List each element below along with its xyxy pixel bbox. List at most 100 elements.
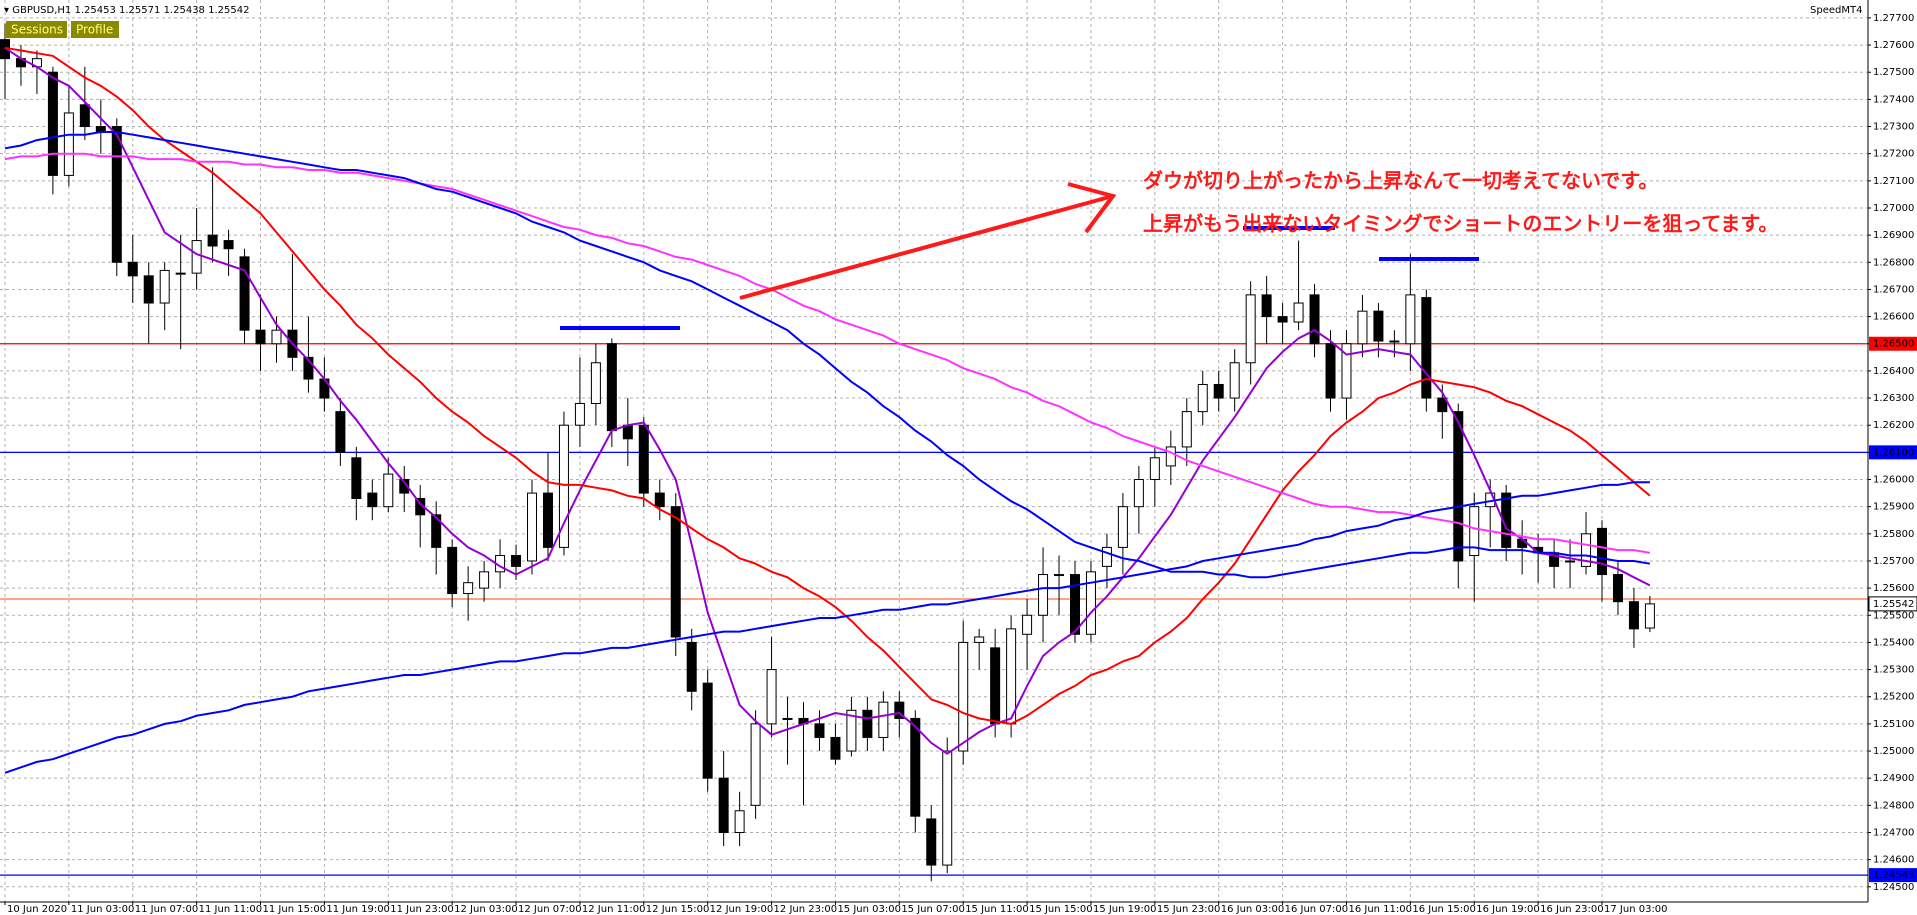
x-tick-label: 11 Jun 11:00 — [199, 904, 263, 915]
candle-body — [1341, 343, 1352, 399]
x-tick-label: 15 Jun 03:00 — [837, 904, 901, 915]
indicator-line — [4, 131, 1651, 579]
candle-body — [654, 492, 665, 508]
level-label: 1.26100 — [1873, 447, 1914, 458]
candle-body — [255, 329, 266, 345]
x-tick-label: 16 Jun 15:00 — [1412, 904, 1476, 915]
profile-button[interactable] — [71, 21, 119, 38]
y-tick-label: 1.24800 — [1873, 800, 1914, 811]
candle-body — [782, 717, 793, 720]
last-close: 1.25542 — [208, 5, 249, 16]
y-tick-label: 1.26200 — [1873, 420, 1914, 431]
candle-body — [239, 256, 250, 331]
candle-body — [1069, 574, 1080, 635]
candle-body — [191, 240, 202, 274]
candle-body — [479, 571, 490, 589]
candle-body — [1469, 506, 1480, 557]
candle-body — [894, 701, 905, 719]
candle-body — [1038, 574, 1049, 616]
x-tick-label: 16 Jun 03:00 — [1221, 904, 1285, 915]
candle-body — [1293, 302, 1304, 323]
candle-body — [862, 709, 873, 738]
indicator-line — [4, 481, 1650, 774]
candle-body — [271, 329, 282, 345]
candle-body — [1054, 574, 1065, 577]
candle-body — [734, 810, 745, 833]
candle-body — [590, 362, 601, 404]
y-tick-label: 1.25200 — [1873, 692, 1914, 703]
candle-body — [207, 234, 218, 247]
y-tick-label: 1.27400 — [1873, 94, 1914, 105]
current-price-label: 1.25542 — [1873, 599, 1914, 610]
indicator-line — [4, 152, 1651, 554]
candle-body — [431, 514, 442, 548]
candle-body — [942, 750, 953, 866]
y-tick-label: 1.26000 — [1873, 475, 1914, 486]
candle-body — [958, 641, 969, 752]
x-tick-label: 10 Jun 2020 — [7, 904, 67, 915]
candle-body — [1437, 397, 1448, 413]
last-high: 1.25571 — [119, 5, 160, 16]
y-tick-label: 1.27500 — [1873, 67, 1914, 78]
y-tick-label: 1.25400 — [1873, 637, 1914, 648]
candle-body — [1149, 457, 1160, 481]
candle-body — [1277, 316, 1288, 323]
y-tick-label: 1.25000 — [1873, 746, 1914, 757]
x-tick-label: 12 Jun 03:00 — [454, 904, 518, 915]
candle-body — [1101, 546, 1112, 567]
candle-body — [830, 736, 841, 760]
x-tick-label: 16 Jun 07:00 — [1285, 904, 1349, 915]
candle-body — [558, 424, 569, 548]
candle-body — [111, 126, 122, 263]
x-tick-label: 16 Jun 11:00 — [1348, 904, 1412, 915]
candle-body — [399, 479, 410, 494]
candle-body — [814, 723, 825, 738]
candle-body — [383, 473, 394, 508]
x-tick-label: 16 Jun 23:00 — [1540, 904, 1604, 915]
x-tick-label: 11 Jun 15:00 — [263, 904, 327, 915]
plugin-label[interactable]: SpeedMT4 — [1810, 5, 1862, 16]
level-label: 1.26500 — [1873, 339, 1914, 350]
y-tick-label: 1.26700 — [1873, 284, 1914, 295]
annotation: 上昇がもう出来ないタイミングでショートのエントリーを狙ってます。 — [1143, 212, 1778, 236]
x-tick-label: 12 Jun 11:00 — [582, 904, 646, 915]
candle-body — [1628, 601, 1639, 630]
candle-body — [79, 104, 90, 128]
sessions-button[interactable] — [6, 21, 67, 38]
x-tick-label: 11 Jun 23:00 — [390, 904, 454, 915]
y-tick-label: 1.27700 — [1873, 13, 1914, 24]
candle-body — [1405, 294, 1416, 345]
candle-body — [127, 261, 138, 277]
candle-body — [702, 682, 713, 779]
indicator-line — [4, 46, 1651, 755]
y-tick-label: 1.26800 — [1873, 257, 1914, 268]
candle-body — [1133, 479, 1144, 508]
candle-body — [335, 411, 346, 453]
candle-body — [47, 71, 58, 176]
profile-label[interactable]: Profile — [76, 23, 113, 37]
candle-body — [766, 669, 777, 725]
candle-body — [175, 272, 186, 275]
candle-body — [574, 402, 585, 426]
y-tick-label: 1.25600 — [1873, 583, 1914, 594]
candle-body — [1389, 340, 1400, 343]
marks-layer — [0, 23, 1655, 882]
x-tick-label: 15 Jun 19:00 — [1093, 904, 1157, 915]
x-tick-label: 15 Jun 23:00 — [1157, 904, 1221, 915]
y-tick-label: 1.27200 — [1873, 149, 1914, 160]
annotation: ダウが切り上がったから上昇なんて一切考えてないです。 — [1143, 169, 1658, 193]
candle-body — [910, 717, 921, 817]
candle-body — [1357, 310, 1368, 345]
level-label-box — [1869, 336, 1917, 351]
candle-body — [351, 457, 362, 500]
candle-body — [718, 777, 729, 833]
x-tick-label: 15 Jun 15:00 — [1029, 904, 1093, 915]
sessions-label[interactable]: Sessions — [11, 23, 63, 37]
x-tick-label: 11 Jun 19:00 — [326, 904, 390, 915]
y-tick-label: 1.27600 — [1873, 40, 1914, 51]
y-tick-label: 1.26600 — [1873, 312, 1914, 323]
x-tick-label: 15 Jun 11:00 — [965, 904, 1029, 915]
x-tick-label: 12 Jun 15:00 — [646, 904, 710, 915]
candle-body — [463, 582, 474, 595]
